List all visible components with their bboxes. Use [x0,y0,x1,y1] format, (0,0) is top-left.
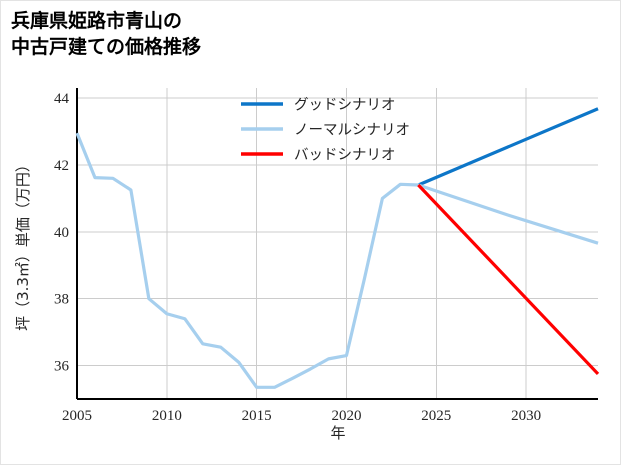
y-tick-label: 40 [54,225,69,241]
x-tick-label: 2010 [152,408,182,424]
axis-spines [75,88,598,401]
x-tick-label: 2020 [331,408,361,424]
series-line-normal [75,132,599,389]
y-tick-label: 42 [54,158,69,174]
series-line-bad [417,183,600,376]
x-axis-title: 年 [330,424,345,442]
y-tick-label: 36 [54,359,70,375]
data-series [75,107,600,389]
x-tick-label: 2025 [421,408,451,424]
x-tick-label: 2005 [62,408,92,424]
chart-title-line-1: 兵庫県姫路市青山の [11,9,182,32]
title-group: 兵庫県姫路市青山の 中古戸建ての価格推移 [11,9,201,58]
y-axis-tick-labels: 36 38 40 42 44 [54,91,70,375]
y-axis-title: 坪（3.3㎡）単価（万円） [14,157,32,331]
y-tick-label: 38 [54,292,69,308]
chart-title-line-2: 中古戸建ての価格推移 [11,35,201,58]
x-axis-tick-labels: 2005 2010 2015 2020 2025 2030 [62,408,541,424]
y-tick-label: 44 [54,91,70,107]
x-tick-label: 2030 [511,408,541,424]
legend-label: バッドシナリオ [294,148,396,164]
x-tick-label: 2015 [242,408,272,424]
legend-label: グッドシナリオ [294,97,396,114]
series-line-good [417,107,599,187]
legend-label: ノーマルシナリオ [294,123,410,139]
